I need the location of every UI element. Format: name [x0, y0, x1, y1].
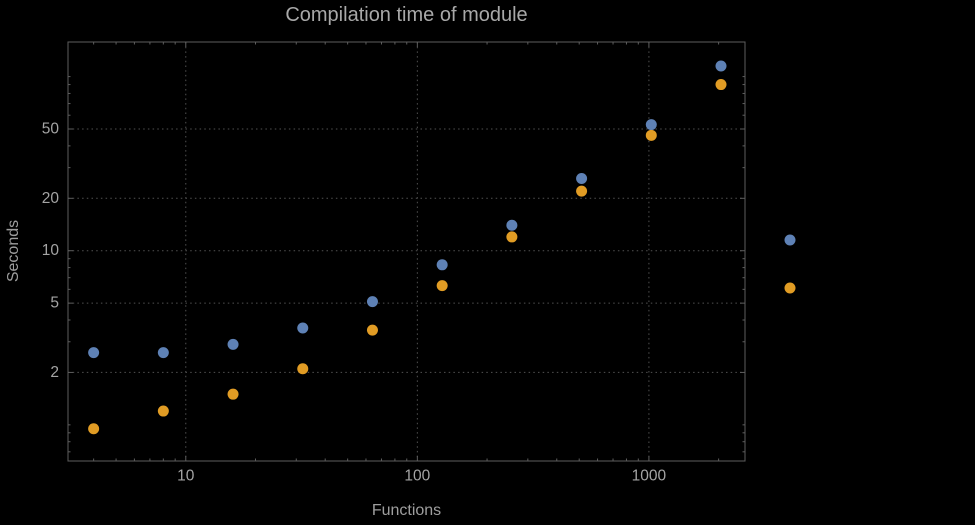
data-point-series-1 [715, 60, 727, 72]
legend-marker-series-2 [784, 282, 796, 294]
data-point-series-1 [157, 347, 169, 359]
data-point-series-2 [157, 405, 169, 417]
data-point-series-2 [436, 280, 448, 292]
legend-marker-series-1 [784, 234, 796, 246]
y-axis-label: Seconds [5, 219, 22, 283]
y-tick-label: 10 [42, 242, 60, 259]
plot-frame [67, 41, 746, 462]
data-point-series-2 [88, 423, 100, 435]
data-point-series-1 [366, 296, 378, 308]
data-point-series-2 [366, 324, 378, 336]
data-point-series-1 [297, 322, 309, 334]
data-point-series-2 [227, 388, 239, 400]
x-tick-label: 1000 [632, 467, 667, 484]
data-point-series-1 [436, 259, 448, 271]
x-axis-label: Functions [371, 502, 442, 519]
data-point-series-2 [297, 363, 309, 375]
y-tick-label: 5 [50, 295, 59, 312]
data-point-series-2 [645, 129, 657, 141]
data-point-series-1 [645, 119, 657, 131]
y-tick-label: 50 [42, 121, 60, 138]
data-point-series-2 [715, 79, 727, 91]
x-tick-label: 100 [404, 467, 430, 484]
chart-title: Compilation time of module [285, 4, 528, 26]
data-point-series-1 [506, 219, 518, 231]
data-point-series-2 [506, 231, 518, 243]
data-point-series-1 [576, 172, 588, 184]
y-tick-label: 2 [50, 364, 59, 381]
data-point-series-2 [576, 185, 588, 197]
data-point-series-1 [227, 338, 239, 350]
x-tick-label: 10 [177, 467, 195, 484]
y-tick-label: 20 [42, 190, 60, 207]
data-point-series-1 [88, 347, 100, 359]
